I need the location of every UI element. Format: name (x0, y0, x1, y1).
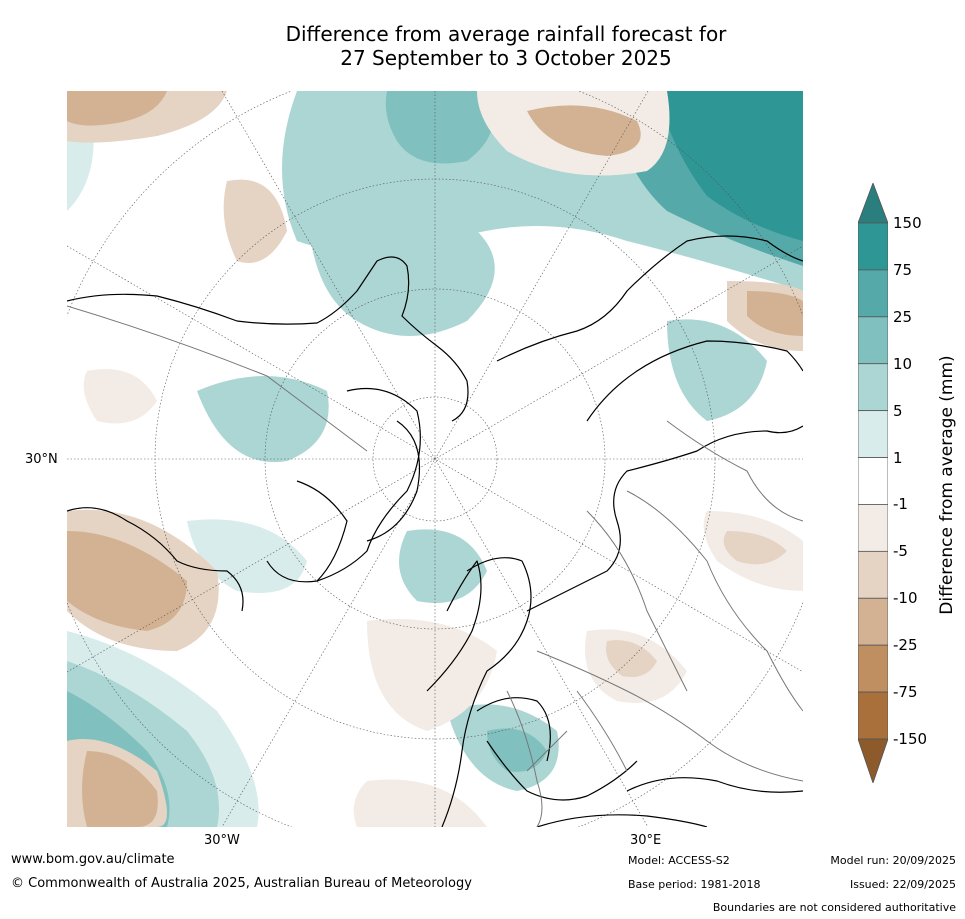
colorbar-bin (858, 316, 888, 365)
coastlines (67, 235, 803, 827)
colorbar-bin (858, 269, 888, 318)
drier-regions (67, 91, 803, 827)
colorbar-tick-label: -10 (893, 589, 918, 608)
footer-copyright: © Commonwealth of Australia 2025, Austra… (11, 876, 472, 891)
colorbar-tick-label: 5 (893, 401, 903, 420)
lon-label-30e: 30°E (630, 833, 662, 848)
footer-base-period: Base period: 1981-2018 (628, 878, 761, 891)
colorbar-tick-label: 150 (893, 214, 922, 232)
footer-issued: Issued: 22/09/2025 (849, 878, 956, 891)
colorbar-title: Difference from average (mm) (937, 355, 957, 615)
colorbar-over-triangle (858, 183, 888, 224)
colorbar-bin (858, 410, 888, 458)
colorbar-tick-label: -5 (893, 542, 908, 561)
colorbar-tick-label: -75 (893, 683, 918, 702)
colorbar-tick-label: 10 (893, 354, 913, 373)
rainfall-anomaly-map (67, 91, 803, 827)
map-title: Difference from average rainfall forecas… (0, 22, 965, 70)
colorbar-bin (858, 597, 888, 646)
title-line-2: 27 September to 3 October 2025 (340, 46, 672, 70)
lon-label-30w: 30°W (204, 833, 240, 848)
colorbar-under-triangle (858, 738, 888, 783)
title-line-1: Difference from average rainfall forecas… (285, 22, 727, 46)
footer-model-run: Model run: 20/09/2025 (830, 854, 956, 867)
colorbar-tick-label: -1 (893, 495, 908, 514)
colorbar-bin (858, 222, 888, 271)
lat-label-30n: 30°N (25, 452, 58, 467)
colorbar-tick-label: 25 (893, 307, 913, 326)
map-svg (67, 91, 803, 827)
colorbar (858, 183, 888, 783)
colorbar-tick-label: -25 (893, 636, 918, 655)
colorbar-bin (858, 644, 888, 693)
colorbar-bin (858, 550, 888, 599)
colorbar-bin (858, 504, 888, 552)
colorbar-tick-label: 1 (893, 448, 903, 467)
colorbar-tick-label: -150 (893, 730, 928, 748)
footer-model: Model: ACCESS-S2 (628, 854, 730, 867)
colorbar-bin (858, 457, 888, 505)
footer-url: www.bom.gov.au/climate (11, 852, 175, 867)
footer-disclaimer: Boundaries are not considered authoritat… (712, 901, 956, 914)
colorbar-bin (858, 363, 888, 412)
country-borders (67, 305, 803, 827)
graticule (67, 91, 803, 827)
colorbar-tick-label: 75 (893, 260, 913, 279)
colorbar-bin (858, 691, 888, 740)
